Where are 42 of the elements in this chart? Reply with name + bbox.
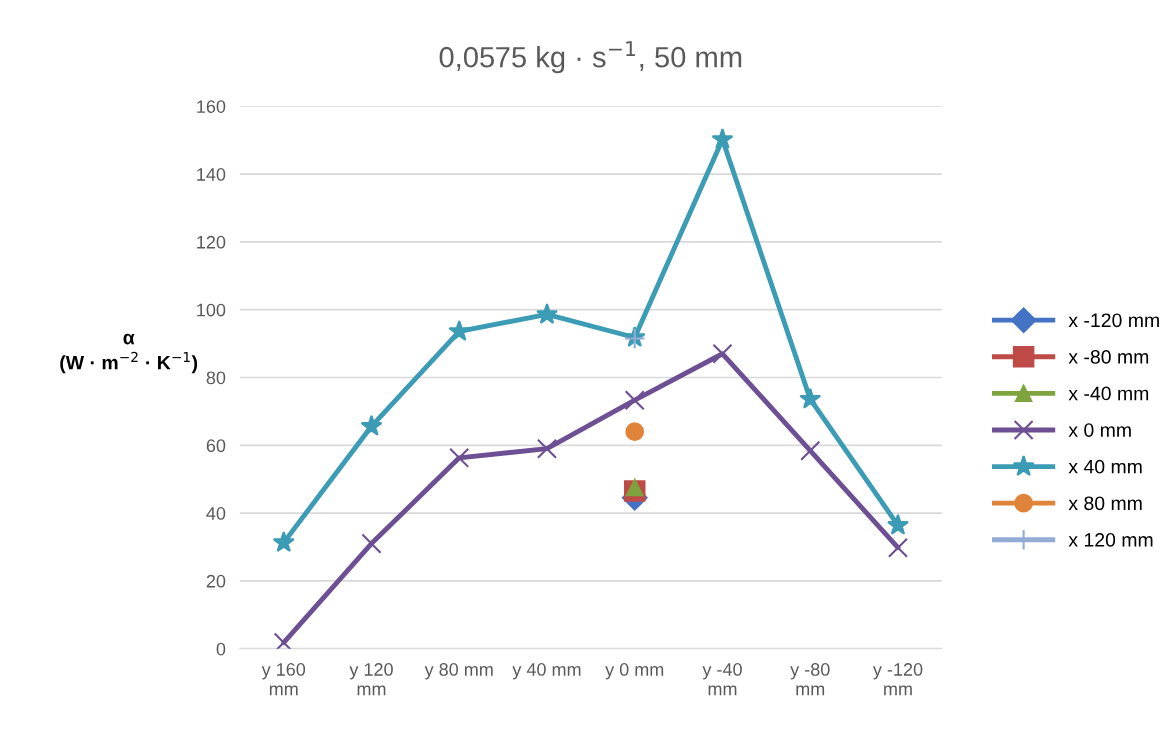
y-axis-title: α (W · m$^{−2}$ · K$^{−1}$) — [60, 333, 198, 374]
x-tick-label: y 120 mm — [349, 663, 393, 696]
point — [799, 387, 822, 409]
legend-label: x -120 mm — [1068, 313, 1159, 328]
x-tick-label: y 160 mm — [261, 663, 306, 696]
point — [800, 440, 821, 461]
legend-label: x 40 mm — [1068, 459, 1142, 474]
legend-label: x 80 mm — [1068, 496, 1142, 511]
point — [887, 537, 909, 558]
y-tick-label: 100 — [197, 303, 226, 317]
point — [360, 414, 383, 436]
point — [711, 128, 734, 149]
point — [272, 531, 295, 553]
point — [449, 447, 470, 468]
point — [536, 302, 558, 324]
point — [536, 438, 558, 459]
chart-title: 0,0575 kg · s$^{−1}$, 50 mm — [439, 41, 742, 74]
y-tick-label: 80 — [206, 371, 226, 385]
x-tick-label: y 80 mm — [424, 663, 493, 680]
point — [626, 478, 644, 497]
point — [712, 343, 733, 364]
y-tick-label: 20 — [206, 574, 226, 588]
y-tick-label: 160 — [197, 100, 226, 114]
point — [625, 422, 645, 442]
legend-label: x 0 mm — [1068, 423, 1131, 437]
y-tick-label: 120 — [197, 235, 226, 249]
y-tick-label: 140 — [197, 168, 226, 181]
point — [361, 533, 382, 554]
legend-label: x 120 mm — [1068, 532, 1153, 547]
legend-label: x -80 mm — [1068, 349, 1149, 364]
point — [887, 513, 909, 535]
y-tick-label: 40 — [206, 507, 226, 520]
x-tick-label: y -120 mm — [872, 663, 923, 696]
x-tick-label: y -80 mm — [790, 663, 830, 696]
x-tick-label: y -40 mm — [702, 663, 742, 696]
y-tick-label: 0 — [216, 642, 226, 656]
legend-label: x -40 mm — [1068, 386, 1149, 401]
point — [448, 319, 471, 341]
x-tick-label: y 0 mm — [605, 663, 664, 680]
x-tick-label: y 40 mm — [512, 663, 581, 680]
point — [624, 390, 645, 411]
y-tick-label: 60 — [206, 439, 226, 453]
